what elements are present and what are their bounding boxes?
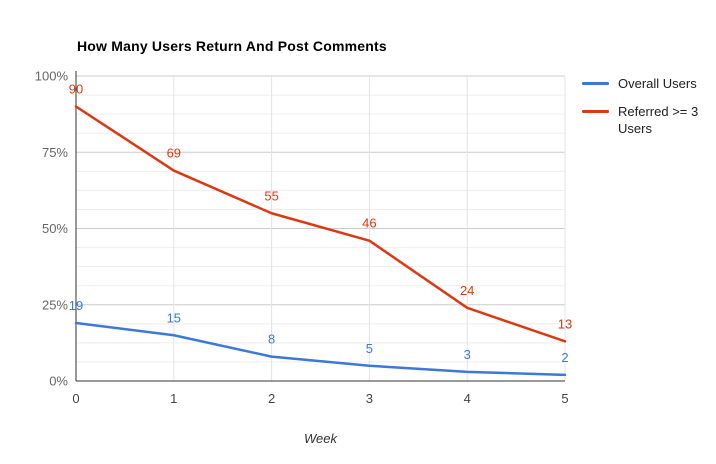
data-label: 69 [167,146,181,161]
data-label: 24 [460,283,474,298]
x-tick-label: 1 [170,391,177,406]
data-label: 90 [69,82,83,97]
legend-label-overall-users: Overall Users [618,76,697,91]
data-label: 2 [561,350,568,365]
x-axis-title: Week [304,431,337,446]
x-tick-label: 4 [464,391,471,406]
x-tick-label: 5 [561,391,568,406]
data-label: 13 [558,316,572,331]
y-tick-label: 75% [42,145,68,160]
y-tick-label: 50% [42,221,68,236]
data-label: 8 [268,332,275,347]
data-label: 15 [167,310,181,325]
series-line-referred-users [74,105,567,343]
data-label: 46 [362,216,376,231]
y-tick-label: 100% [35,69,69,84]
legend-swatch-referred-users [582,110,609,113]
y-tick-label: 25% [42,297,68,312]
legend: Overall Users Referred >= 3 Users [582,75,712,148]
legend-item-referred-users: Referred >= 3 Users [582,103,712,137]
x-tick-label: 2 [268,391,275,406]
legend-swatch-overall-users [582,82,609,85]
x-tick-label: 0 [72,391,79,406]
x-tick-label: 3 [366,391,373,406]
data-label: 5 [366,341,373,356]
y-tick-label: 0% [49,374,68,389]
series-line-overall-users [74,321,567,377]
chart-title: How Many Users Return And Post Comments [77,38,387,54]
data-label: 19 [69,298,83,313]
data-label: 55 [264,188,278,203]
legend-item-overall-users: Overall Users [582,75,712,92]
legend-label-referred-users: Referred >= 3 Users [618,104,699,136]
data-label: 3 [464,347,471,362]
